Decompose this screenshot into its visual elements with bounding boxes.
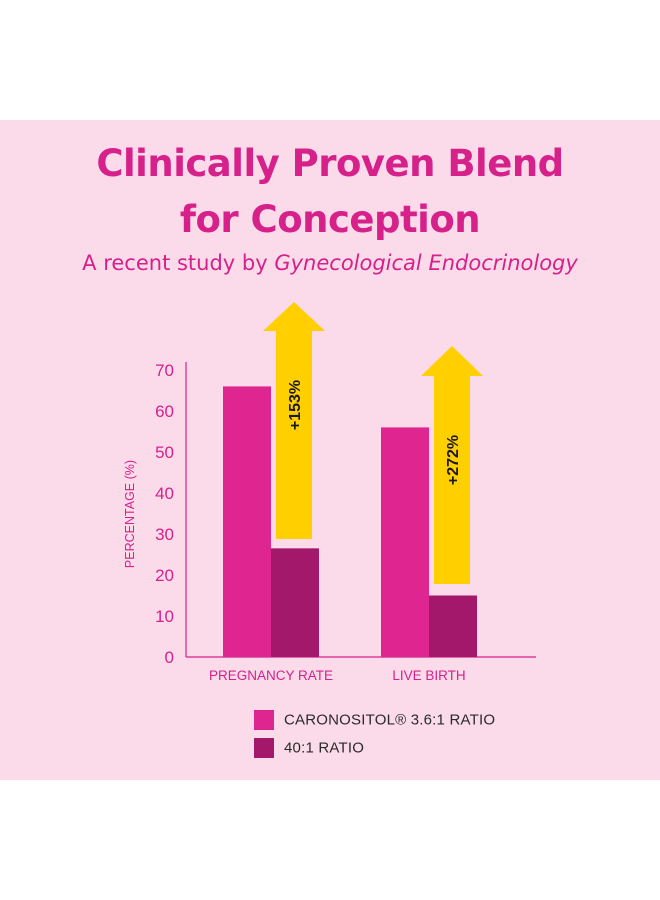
bar-series1-0 <box>223 386 271 657</box>
y-tick-label: 10 <box>155 607 174 626</box>
y-tick-label: 70 <box>155 361 174 380</box>
increase-arrow-icon <box>263 302 325 539</box>
subtitle-prefix: A recent study by <box>82 251 275 275</box>
legend-swatch-series2 <box>254 738 274 758</box>
bar-series2-0 <box>271 548 319 657</box>
legend-item-series1: CARONOSITOL® 3.6:1 RATIO <box>254 710 495 730</box>
y-tick-label: 30 <box>155 525 174 544</box>
increase-annotation: +153% <box>287 380 304 430</box>
subtitle-source: Gynecological Endocrinology <box>274 251 578 275</box>
y-tick-label: 20 <box>155 566 174 585</box>
x-tick-label: LIVE BIRTH <box>392 668 465 683</box>
page-title-line1: Clinically Proven Blend <box>96 142 564 185</box>
y-tick-label: 0 <box>165 648 174 667</box>
legend-item-series2: 40:1 RATIO <box>254 738 364 758</box>
increase-arrow-icon <box>421 346 483 584</box>
y-tick-label: 60 <box>155 402 174 421</box>
bar-series1-1 <box>381 427 429 657</box>
y-tick-label: 50 <box>155 443 174 462</box>
y-tick-label: 40 <box>155 484 174 503</box>
legend-label-series2: 40:1 RATIO <box>284 739 365 757</box>
subtitle: A recent study by Gynecological Endocrin… <box>0 251 660 275</box>
y-axis-label: PERCENTAGE (%) <box>123 460 137 568</box>
bar-series2-1 <box>429 595 477 657</box>
page-title-line2: for Conception <box>179 198 481 241</box>
legend-label-series1: CARONOSITOL® 3.6:1 RATIO <box>284 711 496 729</box>
increase-annotation: +272% <box>445 435 462 485</box>
x-tick-label: PREGNANCY RATE <box>209 668 333 683</box>
chart-panel <box>0 120 660 780</box>
legend-swatch-series1 <box>254 710 274 730</box>
